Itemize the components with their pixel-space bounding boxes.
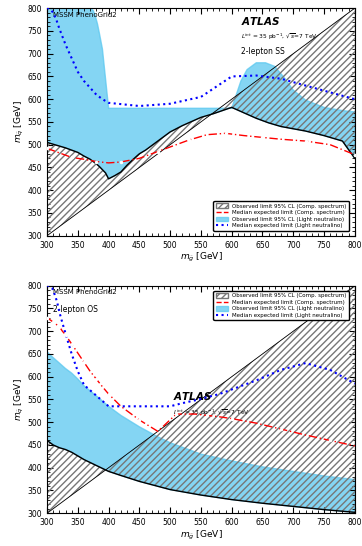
Text: MSSM PhenoGrid2: MSSM PhenoGrid2	[53, 11, 117, 17]
Legend: Observed limit 95% CL (Comp. spectrum), Median expected limit (Comp. spectrum), : Observed limit 95% CL (Comp. spectrum), …	[214, 291, 349, 321]
X-axis label: $m_{\tilde{g}}$ [GeV]: $m_{\tilde{g}}$ [GeV]	[180, 529, 222, 542]
X-axis label: $m_{\tilde{g}}$ [GeV]: $m_{\tilde{g}}$ [GeV]	[180, 251, 222, 264]
Y-axis label: $m_{\tilde{q}}$ [GeV]: $m_{\tilde{q}}$ [GeV]	[13, 378, 26, 421]
Y-axis label: $m_{\tilde{q}}$ [GeV]: $m_{\tilde{q}}$ [GeV]	[13, 100, 26, 144]
Text: $L^{int}$ = 35 pb$^{-1}$, $\sqrt{s}$=7 TeV: $L^{int}$ = 35 pb$^{-1}$, $\sqrt{s}$=7 T…	[173, 407, 250, 418]
Text: $\bfit{ATLAS}$: $\bfit{ATLAS}$	[173, 390, 212, 402]
Text: 2-lepton SS: 2-lepton SS	[241, 47, 285, 56]
Polygon shape	[47, 8, 355, 179]
Text: MSSM PhenoGrid2: MSSM PhenoGrid2	[53, 289, 117, 295]
Legend: Observed limit 95% CL (Comp. spectrum), Median expected limit (Comp. spectrum), : Observed limit 95% CL (Comp. spectrum), …	[214, 201, 349, 230]
Text: $L^{int}$ = 35 pb$^{-1}$, $\sqrt{s}$=7 TeV: $L^{int}$ = 35 pb$^{-1}$, $\sqrt{s}$=7 T…	[241, 32, 317, 43]
Text: 2-lepton OS: 2-lepton OS	[53, 305, 98, 314]
Polygon shape	[47, 352, 355, 512]
Text: $\bfit{ATLAS}$: $\bfit{ATLAS}$	[241, 15, 280, 27]
